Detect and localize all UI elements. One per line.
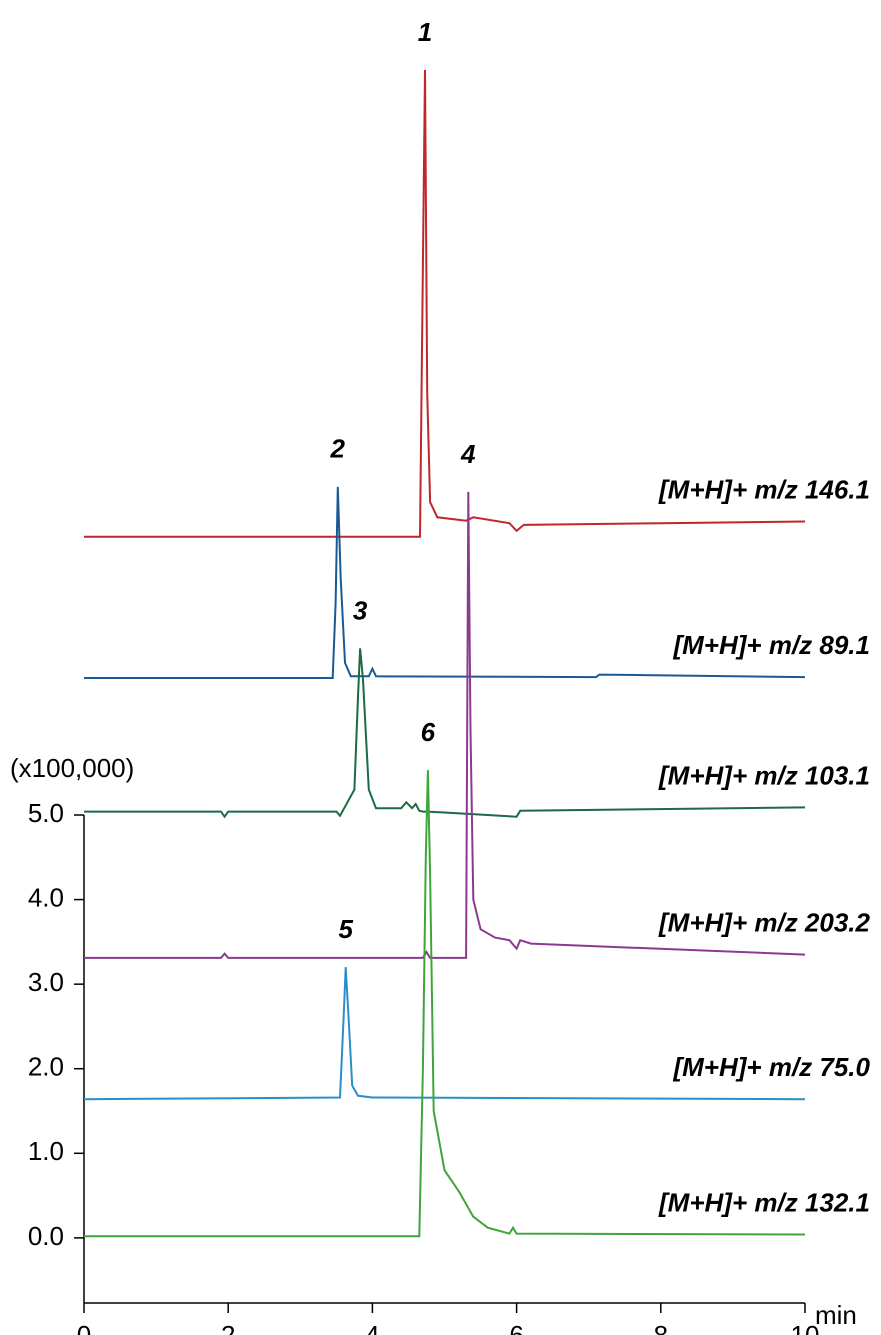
trace xyxy=(83,967,806,1101)
trace-label: [M+H]+ m/z 203.2 xyxy=(658,907,871,937)
peak-label: 6 xyxy=(421,717,436,747)
peak-label: 5 xyxy=(338,914,353,944)
trace-label: [M+H]+ m/z 75.0 xyxy=(672,1052,870,1082)
trace-label: [M+H]+ m/z 89.1 xyxy=(672,630,870,660)
y-axis-label: (x100,000) xyxy=(10,753,134,783)
trace xyxy=(84,648,806,819)
trace-label: [M+H]+ m/z 132.1 xyxy=(658,1187,870,1217)
y-tick-label: 5.0 xyxy=(28,798,64,828)
trace xyxy=(84,491,806,959)
y-tick-label: 1.0 xyxy=(28,1136,64,1166)
trace-label: [M+H]+ m/z 146.1 xyxy=(658,474,870,504)
y-tick-label: 3.0 xyxy=(28,967,64,997)
x-tick-label: 10 xyxy=(791,1320,820,1335)
x-tick-label: 4 xyxy=(365,1320,379,1335)
trace xyxy=(84,486,806,679)
x-axis-unit: min xyxy=(815,1300,857,1330)
y-tick-label: 0.0 xyxy=(28,1221,64,1251)
y-tick-label: 4.0 xyxy=(28,882,64,912)
y-tick-label: 2.0 xyxy=(28,1052,64,1082)
peak-label: 3 xyxy=(353,595,368,625)
peak-label: 1 xyxy=(418,17,432,47)
peak-label: 4 xyxy=(460,439,476,469)
trace xyxy=(84,770,806,1238)
trace-label: [M+H]+ m/z 103.1 xyxy=(658,760,870,790)
x-tick-label: 2 xyxy=(221,1320,235,1335)
peak-label: 2 xyxy=(330,434,346,464)
x-tick-label: 0 xyxy=(77,1320,91,1335)
x-tick-label: 6 xyxy=(509,1320,523,1335)
x-tick-label: 8 xyxy=(654,1320,668,1335)
trace xyxy=(84,69,806,538)
